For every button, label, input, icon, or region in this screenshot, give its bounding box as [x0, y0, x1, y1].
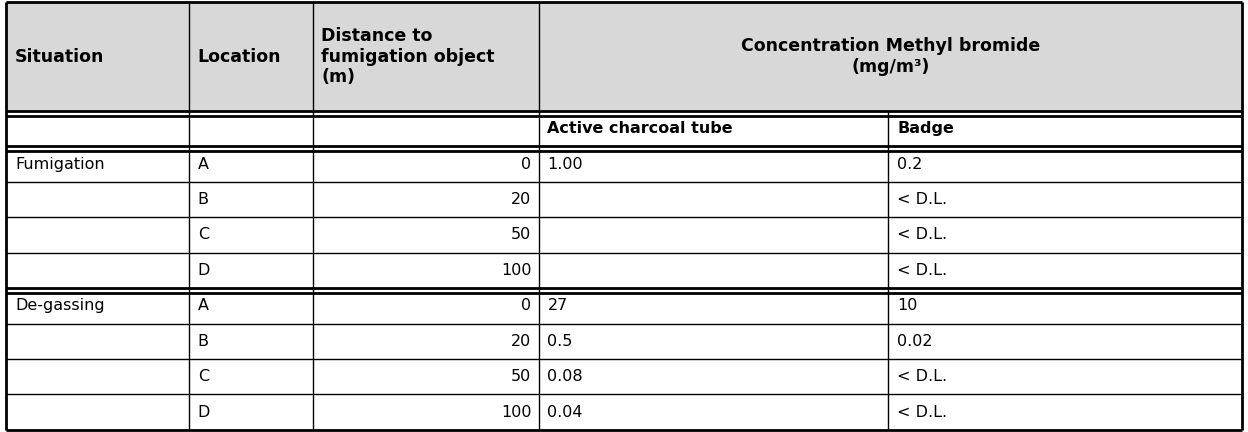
Bar	[190, 288, 313, 324]
Bar	[539, 359, 889, 394]
Bar	[6, 359, 190, 394]
Bar	[539, 2, 1242, 111]
Bar	[190, 111, 313, 146]
Text: 20: 20	[510, 192, 532, 207]
Bar	[190, 253, 313, 288]
Text: 20: 20	[510, 334, 532, 349]
Text: 50: 50	[510, 369, 532, 384]
Text: 50: 50	[510, 227, 532, 242]
Bar	[6, 253, 190, 288]
Bar	[190, 217, 313, 253]
Text: B: B	[198, 334, 208, 349]
Text: 0: 0	[522, 156, 532, 172]
Bar	[889, 324, 1242, 359]
Bar	[313, 111, 539, 146]
Text: 0.2: 0.2	[897, 156, 922, 172]
Text: < D.L.: < D.L.	[897, 369, 947, 384]
Text: < D.L.: < D.L.	[897, 405, 947, 419]
Text: D: D	[198, 263, 210, 278]
Bar	[6, 394, 190, 430]
Bar	[313, 253, 539, 288]
Text: Active charcoal tube: Active charcoal tube	[548, 121, 733, 136]
Text: Concentration Methyl bromide
(mg/m³): Concentration Methyl bromide (mg/m³)	[740, 37, 1040, 76]
Bar	[539, 394, 889, 430]
Bar	[313, 2, 539, 111]
Text: A: A	[198, 298, 208, 313]
Bar	[190, 182, 313, 217]
Bar	[539, 217, 889, 253]
Text: A: A	[198, 156, 208, 172]
Text: 0.08: 0.08	[548, 369, 583, 384]
Text: 27: 27	[548, 298, 568, 313]
Text: 0.02: 0.02	[897, 334, 932, 349]
Bar	[6, 217, 190, 253]
Bar	[539, 146, 889, 182]
Text: 10: 10	[897, 298, 917, 313]
Bar	[889, 394, 1242, 430]
Bar	[6, 324, 190, 359]
Text: C: C	[198, 227, 208, 242]
Bar	[313, 217, 539, 253]
Text: < D.L.: < D.L.	[897, 263, 947, 278]
Bar	[190, 2, 313, 111]
Bar	[539, 324, 889, 359]
Bar	[313, 288, 539, 324]
Text: Situation: Situation	[15, 48, 105, 66]
Text: 0.04: 0.04	[548, 405, 583, 419]
Bar	[539, 111, 889, 146]
Text: C: C	[198, 369, 208, 384]
Text: Badge: Badge	[897, 121, 953, 136]
Bar	[190, 394, 313, 430]
Text: 100: 100	[500, 263, 532, 278]
Bar	[889, 288, 1242, 324]
Text: 100: 100	[500, 405, 532, 419]
Bar	[889, 146, 1242, 182]
Bar	[190, 324, 313, 359]
Bar	[6, 111, 190, 146]
Bar	[190, 359, 313, 394]
Bar	[889, 253, 1242, 288]
Bar	[313, 324, 539, 359]
Text: < D.L.: < D.L.	[897, 227, 947, 242]
Bar	[539, 253, 889, 288]
Bar	[313, 359, 539, 394]
Bar	[6, 288, 190, 324]
Bar	[190, 146, 313, 182]
Bar	[313, 182, 539, 217]
Text: Location: Location	[198, 48, 281, 66]
Bar	[6, 182, 190, 217]
Bar	[889, 359, 1242, 394]
Bar	[889, 217, 1242, 253]
Text: B: B	[198, 192, 208, 207]
Text: < D.L.: < D.L.	[897, 192, 947, 207]
Bar	[539, 182, 889, 217]
Bar	[6, 146, 190, 182]
Bar	[313, 146, 539, 182]
Text: 0: 0	[522, 298, 532, 313]
Text: D: D	[198, 405, 210, 419]
Text: 1.00: 1.00	[548, 156, 583, 172]
Text: 0.5: 0.5	[548, 334, 573, 349]
Bar	[313, 394, 539, 430]
Text: De-gassing: De-gassing	[15, 298, 105, 313]
Text: Distance to
fumigation object
(m): Distance to fumigation object (m)	[322, 27, 495, 86]
Bar	[6, 2, 190, 111]
Bar	[539, 288, 889, 324]
Text: Fumigation: Fumigation	[15, 156, 105, 172]
Bar	[889, 111, 1242, 146]
Bar	[889, 182, 1242, 217]
